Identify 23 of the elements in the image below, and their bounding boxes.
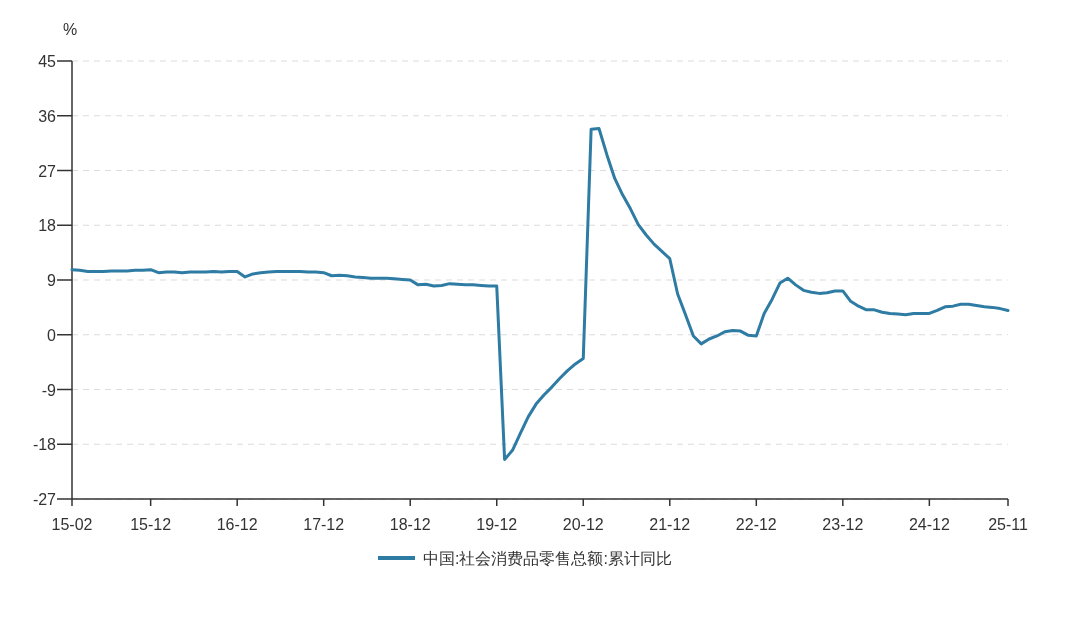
- xtick: 19-12: [476, 516, 518, 533]
- xtick: 25-11: [988, 516, 1028, 533]
- ytick: -27: [32, 491, 56, 508]
- ytick: 27: [38, 162, 56, 180]
- legend-label: 中国:社会消费品零售总额:累计同比: [423, 550, 672, 567]
- xtick: 23-12: [822, 516, 864, 533]
- xtick: 17-12: [303, 516, 345, 533]
- ytick: 36: [38, 107, 56, 125]
- xtick: 24-12: [908, 516, 950, 533]
- ytick: 9: [47, 272, 56, 289]
- xtick: 15-12: [130, 516, 172, 533]
- ytick: -18: [32, 436, 56, 454]
- ytick: 45: [38, 53, 56, 70]
- xtick: 15-02: [51, 516, 93, 533]
- xtick: 22-12: [735, 516, 777, 533]
- ylabel: %: [62, 21, 78, 38]
- xtick: 18-12: [389, 516, 431, 533]
- xtick: 16-12: [216, 516, 258, 533]
- xtick: 20-12: [562, 516, 604, 533]
- xtick: 21-12: [649, 516, 691, 533]
- ytick: 18: [38, 217, 56, 235]
- ytick: -9: [41, 381, 56, 399]
- ytick: 0: [47, 326, 56, 344]
